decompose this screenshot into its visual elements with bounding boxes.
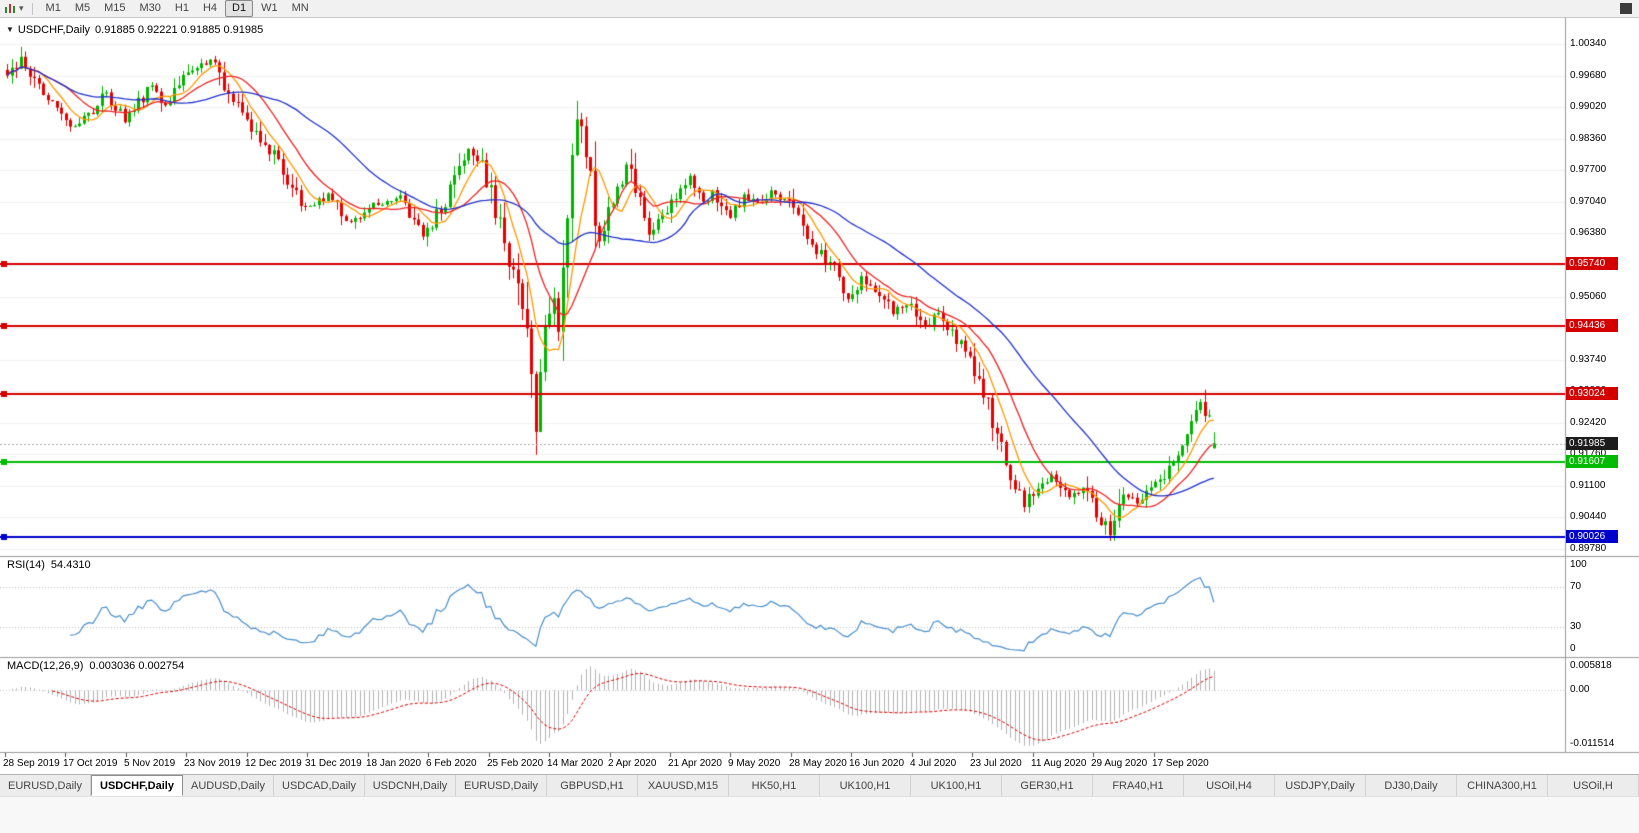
support-level-badge: 0.91607 (1566, 454, 1618, 468)
rsi-value: 54.4310 (50, 559, 91, 571)
rsi-axis-label: 100 (1570, 559, 1587, 570)
toolbar-separator (31, 2, 33, 15)
price-axis-label: 0.99680 (1570, 69, 1607, 81)
price-axis-label: 0.91100 (1570, 479, 1606, 491)
date-axis-label: 4 Jul 2020 (910, 758, 957, 769)
date-axis-label: 23 Nov 2019 (184, 758, 241, 769)
price-axis-label: 0.97040 (1570, 195, 1607, 207)
chart-tab-audusd-daily[interactable]: AUDUSD,Daily (183, 775, 274, 796)
chart-toolbar: ▾ M1 M5 M15 M30 H1 H4 D1 W1 MN (0, 0, 1639, 18)
rsi-axis-label: 0 (1570, 643, 1576, 654)
price-axis-label: 0.98360 (1570, 132, 1607, 144)
date-axis-label: 25 Feb 2020 (487, 758, 544, 769)
price-chart-canvas[interactable] (0, 18, 1639, 774)
chart-tab-usdchf-daily[interactable]: USDCHF,Daily (91, 775, 183, 796)
date-axis-label: 6 Feb 2020 (426, 758, 477, 769)
rsi-indicator-label: RSI(14) 54.4310 (7, 559, 97, 571)
current-price-badge: 0.91985 (1566, 436, 1618, 450)
price-axis-label: 1.00340 (1570, 38, 1607, 49)
rsi-axis-label: 30 (1570, 621, 1582, 632)
date-axis: 28 Sep 2019 17 Oct 2019 5 Nov 2019 23 Nov 2… (0, 18, 1565, 774)
macd-indicator-label: MACD(12,26,9) 0.003036 0.002754 (7, 660, 190, 672)
date-axis-label: 31 Dec 2019 (305, 758, 362, 769)
chart-tab-usdjpy-daily[interactable]: USDJPY,Daily (1275, 775, 1366, 796)
toolbar-corner-marker (1620, 3, 1632, 14)
chart-tab-uk100-h1[interactable]: UK100,H1 (820, 775, 911, 796)
price-axis-label: 0.92420 (1570, 416, 1607, 428)
date-axis-label: 18 Jan 2020 (366, 758, 422, 769)
date-axis-label: 29 Aug 2020 (1091, 758, 1148, 769)
timeframe-button-m30[interactable]: M30 (139, 2, 161, 14)
timeframe-button-d1[interactable]: D1 (225, 0, 254, 17)
timeframe-button-h1[interactable]: H1 (174, 2, 189, 14)
date-axis-label: 17 Oct 2019 (63, 758, 118, 769)
price-axis-label: 0.96380 (1570, 227, 1607, 239)
date-axis-label: 2 Apr 2020 (608, 758, 657, 769)
chart-tab-xauusd-m15[interactable]: XAUUSD,M15 (638, 775, 729, 796)
chart-tab-usoil-h4[interactable]: USOil,H4 (1184, 775, 1275, 796)
price-axis-label: 0.91760 (1570, 448, 1606, 460)
macd-axis-label: 0.00 (1570, 683, 1590, 695)
date-axis-label: 28 May 2020 (789, 758, 847, 769)
price-axis-label: 0.97700 (1570, 164, 1607, 176)
date-axis-label: 28 Sep 2019 (3, 758, 60, 769)
timeframe-button-h4[interactable]: H4 (202, 2, 218, 14)
date-axis-label: 11 Aug 2020 (1031, 758, 1087, 769)
date-axis-label: 5 Nov 2019 (124, 758, 176, 769)
timeframe-button-m1[interactable]: M1 (45, 2, 61, 14)
chart-tab-eurusd-daily[interactable]: EURUSD,Daily (0, 775, 91, 796)
chart-mode-icon[interactable] (4, 3, 17, 15)
price-axis-label: 0.90440 (1570, 511, 1607, 523)
macd-axis-label: 0.005818 (1570, 660, 1612, 671)
macd-values: 0.003036 0.002754 (89, 660, 185, 672)
macd-axis-label: -0.011514 (1570, 738, 1615, 749)
chart-tab-usdcad-daily[interactable]: USDCAD,Daily (274, 775, 365, 796)
date-axis-label: 12 Dec 2019 (245, 758, 302, 769)
date-axis-label: 23 Jul 2020 (970, 758, 1022, 769)
caret-down-icon[interactable]: ▾ (19, 3, 24, 13)
timeframe-button-m15[interactable]: M15 (104, 2, 126, 14)
chart-tab-usdcnh-daily[interactable]: USDCNH,Daily (365, 775, 456, 796)
support-level-badge: 0.90026 (1566, 530, 1618, 544)
price-axis-label: 0.89780 (1570, 543, 1607, 554)
price-axis-label: 0.93740 (1570, 353, 1607, 365)
macd-name: MACD(12,26,9) (7, 660, 84, 672)
chart-ohlc-readout: 0.91885 0.92221 0.91885 0.91985 (95, 24, 264, 36)
chart-title: ▼ USDCHF,Daily 0.91885 0.92221 0.91885 0.9… (6, 24, 268, 36)
timeframe-button-m5[interactable]: M5 (74, 2, 91, 14)
date-axis-label: 21 Apr 2020 (668, 758, 722, 769)
chart-tab-hk50-h1[interactable]: HK50,H1 (729, 775, 820, 796)
chart-tab-usoil-h[interactable]: USOil,H (1548, 775, 1639, 796)
chart-window: ▼ USDCHF,Daily 0.91885 0.92221 0.91885 0.9… (0, 18, 1639, 774)
chart-tab-eurusd-daily[interactable]: EURUSD,Daily (456, 775, 547, 796)
price-axis: 1.00340 0.99680 0.99020 0.98360 0.97700 0.970… (1566, 18, 1639, 774)
rsi-axis-label: 70 (1570, 581, 1582, 592)
chart-tab-dj30-daily[interactable]: DJ30,Daily (1366, 775, 1457, 796)
rsi-name: RSI(14) (7, 559, 45, 571)
chart-tabs: EURUSD,Daily USDCHF,Daily AUDUSD,Daily USDC… (0, 774, 1639, 796)
chart-collapse-icon[interactable]: ▼ (6, 25, 14, 34)
price-axis-label: 0.95060 (1570, 290, 1607, 302)
timeframe-button-mn[interactable]: MN (291, 2, 309, 14)
resistance-level-badge: 0.93024 (1566, 386, 1618, 400)
timeframe-button-w1[interactable]: W1 (261, 2, 278, 14)
chart-tab-ger30-h1[interactable]: GER30,H1 (1002, 775, 1093, 796)
price-axis-label: 0.99020 (1570, 101, 1607, 113)
chart-tab-china300-h1[interactable]: CHINA300,H1 (1457, 775, 1548, 796)
date-axis-label: 17 Sep 2020 (1152, 758, 1209, 769)
resistance-level-badge: 0.95740 (1566, 256, 1618, 270)
chart-tab-gbpusd-h1[interactable]: GBPUSD,H1 (547, 775, 638, 796)
date-axis-label: 16 Jun 2020 (849, 758, 905, 769)
chart-tab-fra40-h1[interactable]: FRA40,H1 (1093, 775, 1184, 796)
timeframe-group: M1 M5 M15 M30 H1 H4 D1 W1 MN (39, 0, 316, 17)
resistance-level-badge: 0.94436 (1566, 319, 1618, 333)
date-axis-label: 9 May 2020 (728, 758, 781, 769)
status-area (0, 796, 1639, 833)
chart-symbol-label: USDCHF,Daily (17, 24, 91, 36)
chart-tab-uk100-h1[interactable]: UK100,H1 (911, 775, 1002, 796)
date-axis-label: 14 Mar 2020 (547, 758, 604, 769)
